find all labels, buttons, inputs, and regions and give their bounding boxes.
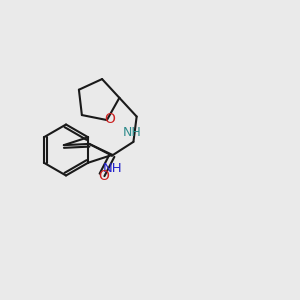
Text: O: O [98, 169, 109, 183]
Text: NH: NH [122, 126, 141, 139]
Text: O: O [104, 112, 115, 125]
Text: NH: NH [103, 162, 122, 175]
